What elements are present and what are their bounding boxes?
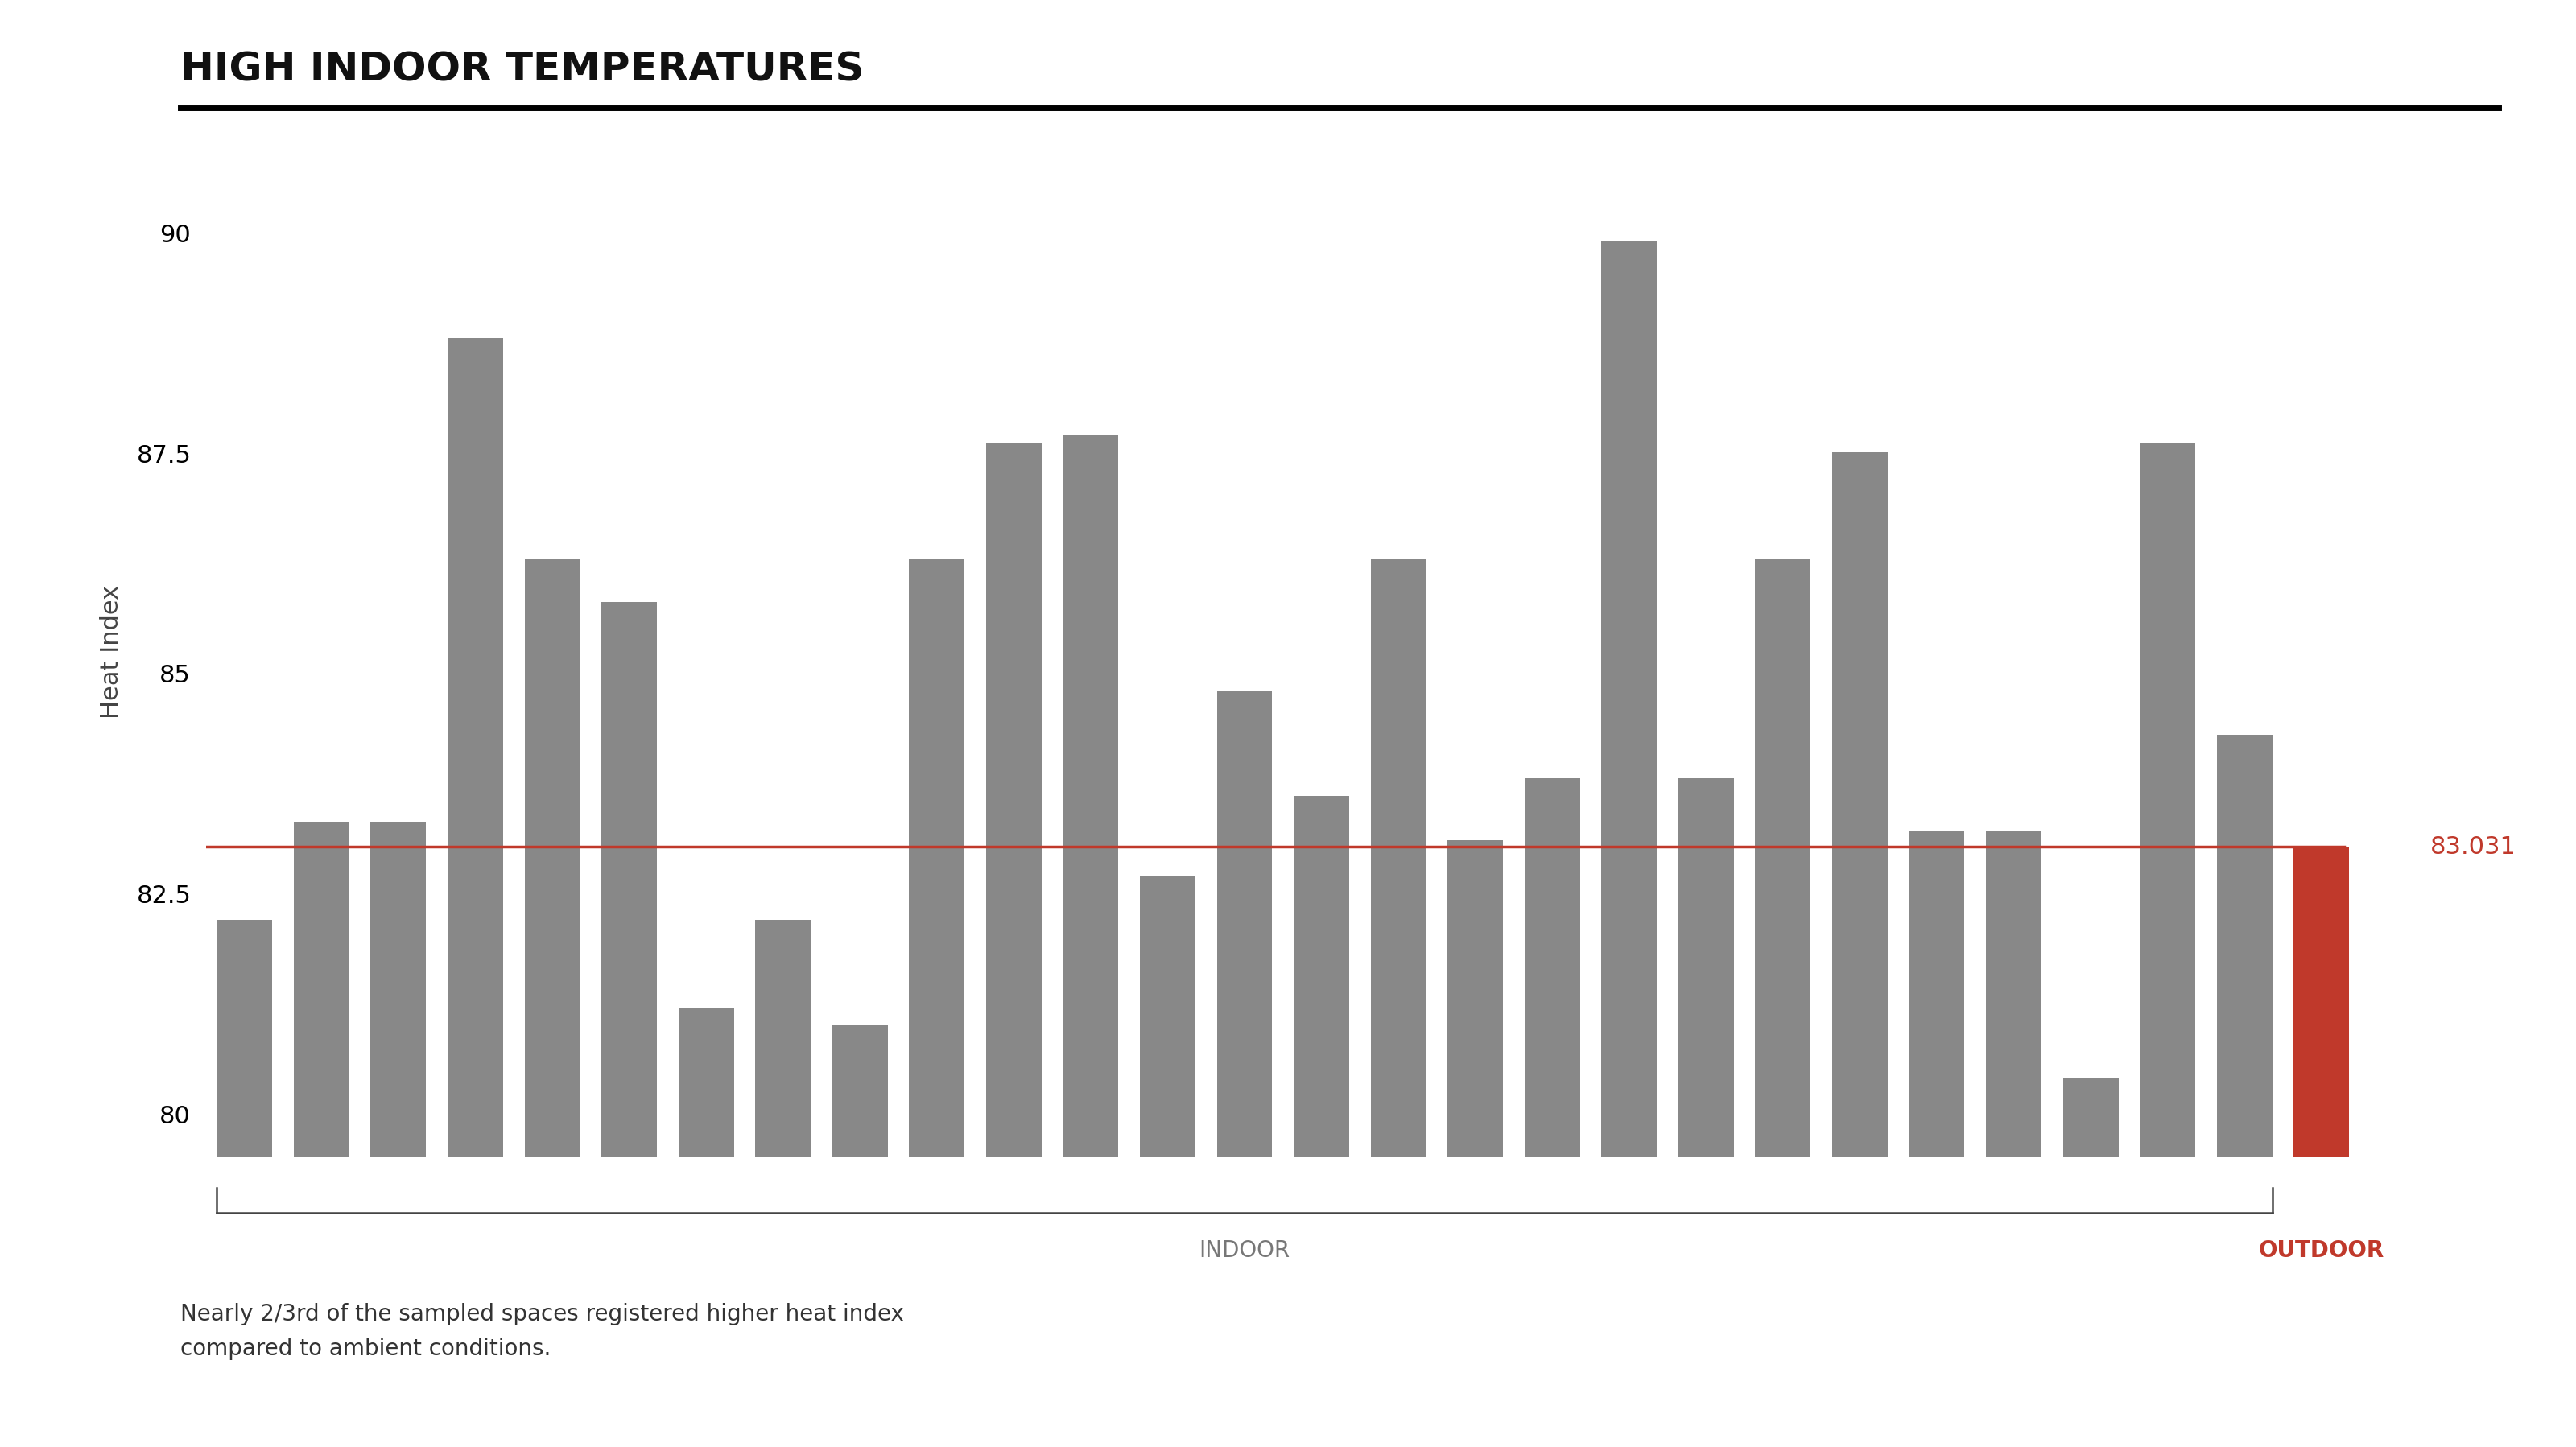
- Bar: [1680, 778, 1734, 1447]
- Bar: [1448, 841, 1502, 1447]
- Bar: [2063, 1078, 2117, 1447]
- Bar: [1064, 436, 1118, 1447]
- Bar: [1754, 559, 1811, 1447]
- Bar: [1602, 242, 1656, 1447]
- Text: Nearly 2/3rd of the sampled spaces registered higher heat index
compared to ambi: Nearly 2/3rd of the sampled spaces regis…: [180, 1302, 904, 1360]
- Bar: [677, 1009, 734, 1447]
- Bar: [216, 920, 273, 1447]
- Bar: [755, 920, 811, 1447]
- Bar: [1293, 796, 1350, 1447]
- Bar: [2293, 846, 2349, 1447]
- Bar: [909, 559, 963, 1447]
- Bar: [2141, 444, 2195, 1447]
- Bar: [987, 444, 1041, 1447]
- Bar: [294, 823, 350, 1447]
- Bar: [1909, 832, 1965, 1447]
- Bar: [371, 823, 425, 1447]
- Bar: [448, 339, 502, 1447]
- Bar: [1141, 875, 1195, 1447]
- Text: INDOOR: INDOOR: [1198, 1239, 1291, 1262]
- Text: OUTDOOR: OUTDOOR: [2259, 1239, 2385, 1262]
- Y-axis label: Heat Index: Heat Index: [100, 585, 124, 718]
- Bar: [1986, 832, 2040, 1447]
- Bar: [1216, 690, 1273, 1447]
- Bar: [526, 559, 580, 1447]
- Bar: [1832, 453, 1888, 1447]
- Bar: [600, 603, 657, 1447]
- Bar: [2218, 735, 2272, 1447]
- Text: HIGH INDOOR TEMPERATURES: HIGH INDOOR TEMPERATURES: [180, 51, 863, 90]
- Text: 83.031: 83.031: [2429, 835, 2517, 858]
- Bar: [1370, 559, 1427, 1447]
- Bar: [832, 1026, 889, 1447]
- Bar: [1525, 778, 1579, 1447]
